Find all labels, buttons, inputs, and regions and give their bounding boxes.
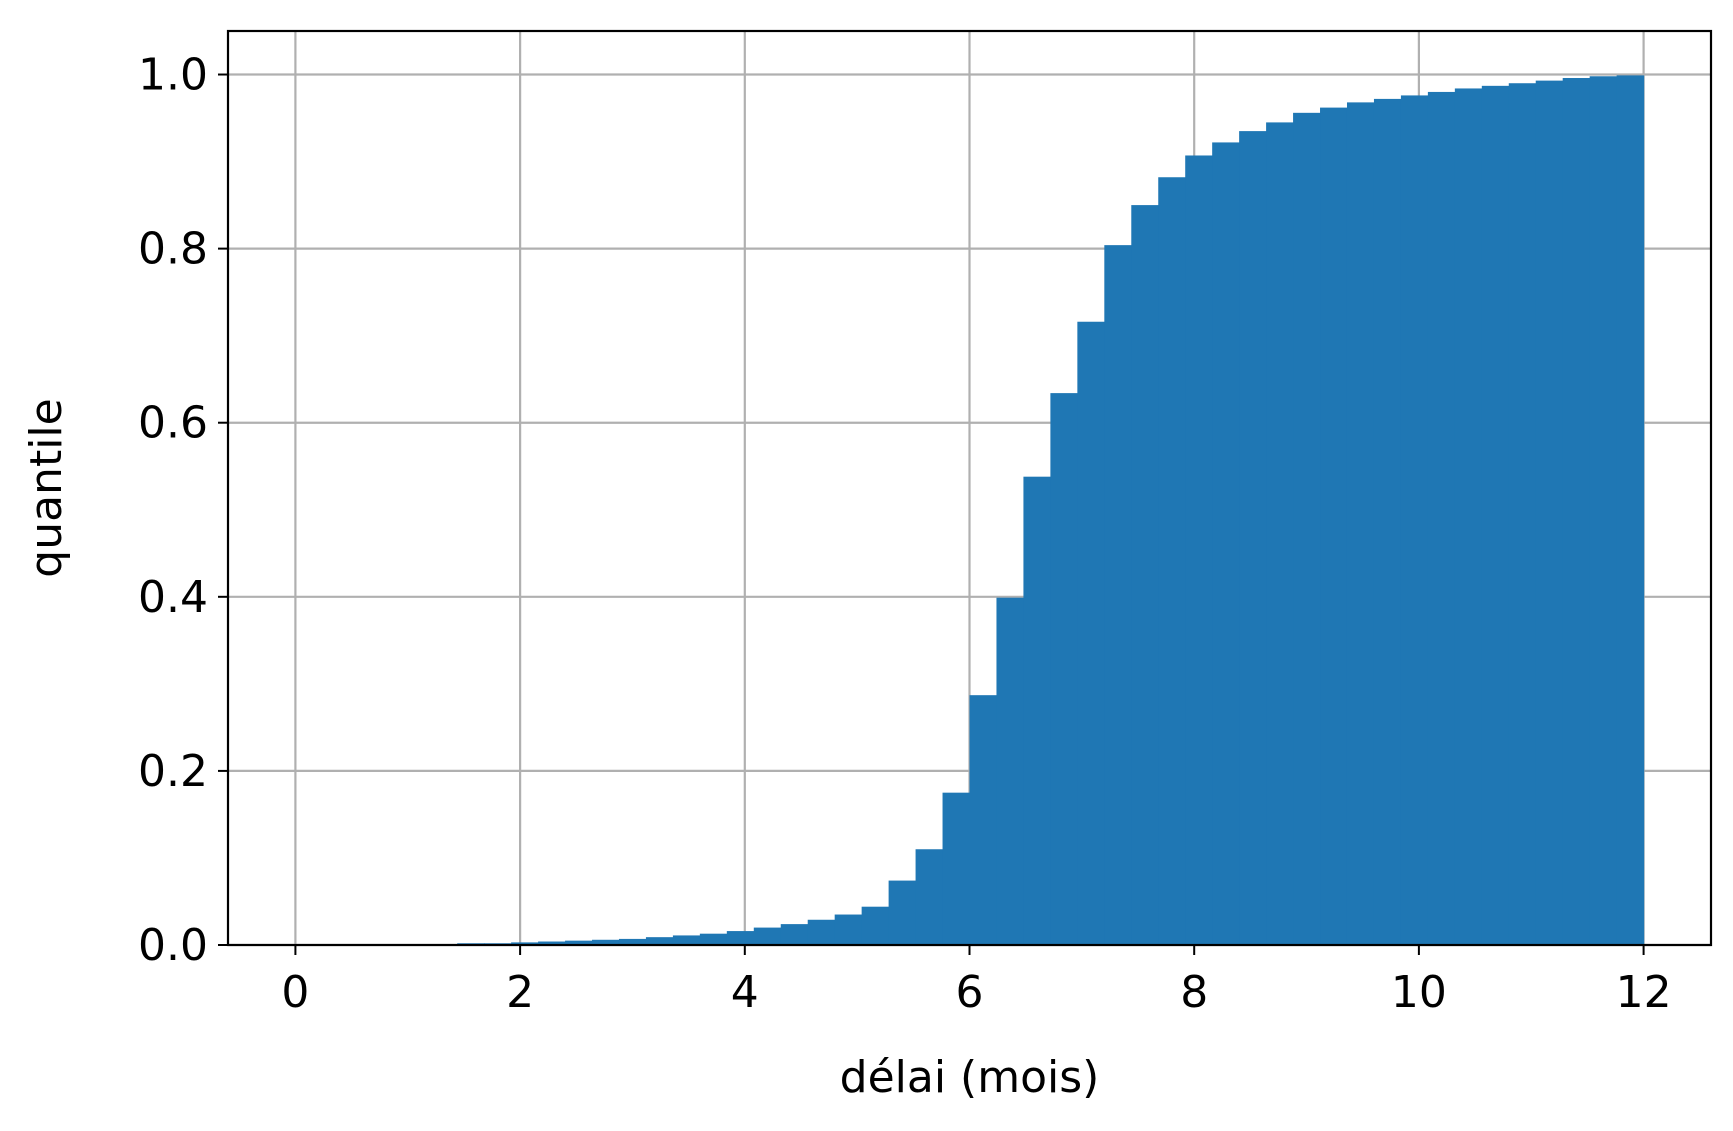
histogram-bar xyxy=(645,937,674,945)
histogram-bar xyxy=(780,924,809,945)
histogram-bar xyxy=(1185,155,1213,945)
histogram-bar xyxy=(699,933,728,945)
histogram-bar xyxy=(1508,83,1537,945)
x-tick-label-1: 2 xyxy=(506,967,534,1018)
x-tick-label-4: 8 xyxy=(1180,967,1208,1018)
histogram-bar xyxy=(861,906,890,945)
histogram-bar xyxy=(1158,177,1186,946)
y-tick-label-2: 0.4 xyxy=(138,572,208,623)
histogram-bar xyxy=(996,597,1025,945)
histogram-bar xyxy=(726,931,755,945)
histogram-bar xyxy=(942,792,971,945)
histogram-bar xyxy=(753,927,782,945)
bars-layer xyxy=(430,75,1645,946)
histogram-bar xyxy=(592,939,620,945)
histogram-bar xyxy=(1077,321,1105,946)
y-tick-label-0: 0.0 xyxy=(138,920,208,971)
y-tick-label-3: 0.6 xyxy=(138,398,208,449)
histogram-bar xyxy=(1293,112,1321,945)
histogram-bar xyxy=(1373,98,1402,945)
histogram-bar xyxy=(1454,88,1483,946)
x-tick-label-0: 0 xyxy=(281,967,309,1018)
histogram-bar xyxy=(1104,245,1132,945)
histogram-bar xyxy=(1212,142,1240,945)
histogram-bar xyxy=(915,849,944,945)
x-axis-label: délai (mois) xyxy=(840,1052,1100,1103)
histogram-bar xyxy=(511,942,539,945)
histogram-bar xyxy=(1346,102,1375,946)
x-tick-label-2: 4 xyxy=(731,967,759,1018)
histogram-bar xyxy=(1562,78,1591,945)
y-tick-label-5: 1.0 xyxy=(138,50,208,101)
y-axis-label: quantile xyxy=(21,398,72,577)
histogram-bar xyxy=(807,919,836,945)
histogram-bar xyxy=(565,940,593,945)
ticks-layer: 0 2 4 6 8 10 12 0.0 0.2 0.4 0.6 0.8 1.0 xyxy=(138,50,1672,1018)
histogram-bar xyxy=(1616,75,1645,945)
y-tick-label-4: 0.8 xyxy=(138,224,208,275)
histogram-bar xyxy=(1131,205,1159,946)
histogram-bar xyxy=(1427,91,1456,945)
histogram-bar xyxy=(969,695,998,945)
histogram-bar xyxy=(538,941,566,945)
histogram-bar xyxy=(1050,393,1078,945)
histogram-bar xyxy=(1023,476,1051,945)
histogram-bar xyxy=(888,880,917,945)
histogram-bar xyxy=(672,935,701,945)
histogram-bar xyxy=(1320,107,1348,945)
histogram-bar xyxy=(1266,122,1294,945)
histogram-bar xyxy=(1400,95,1429,946)
histogram-bar xyxy=(834,914,863,945)
histogram-bar xyxy=(1481,85,1510,946)
y-tick-label-1: 0.2 xyxy=(138,746,208,797)
x-tick-label-5: 10 xyxy=(1391,967,1447,1018)
histogram-bar xyxy=(618,938,647,945)
histogram-bar xyxy=(1535,80,1564,946)
histogram-bar xyxy=(1239,131,1267,946)
histogram-bar xyxy=(1589,76,1618,945)
x-tick-label-6: 12 xyxy=(1616,967,1672,1018)
x-tick-label-3: 6 xyxy=(956,967,984,1018)
